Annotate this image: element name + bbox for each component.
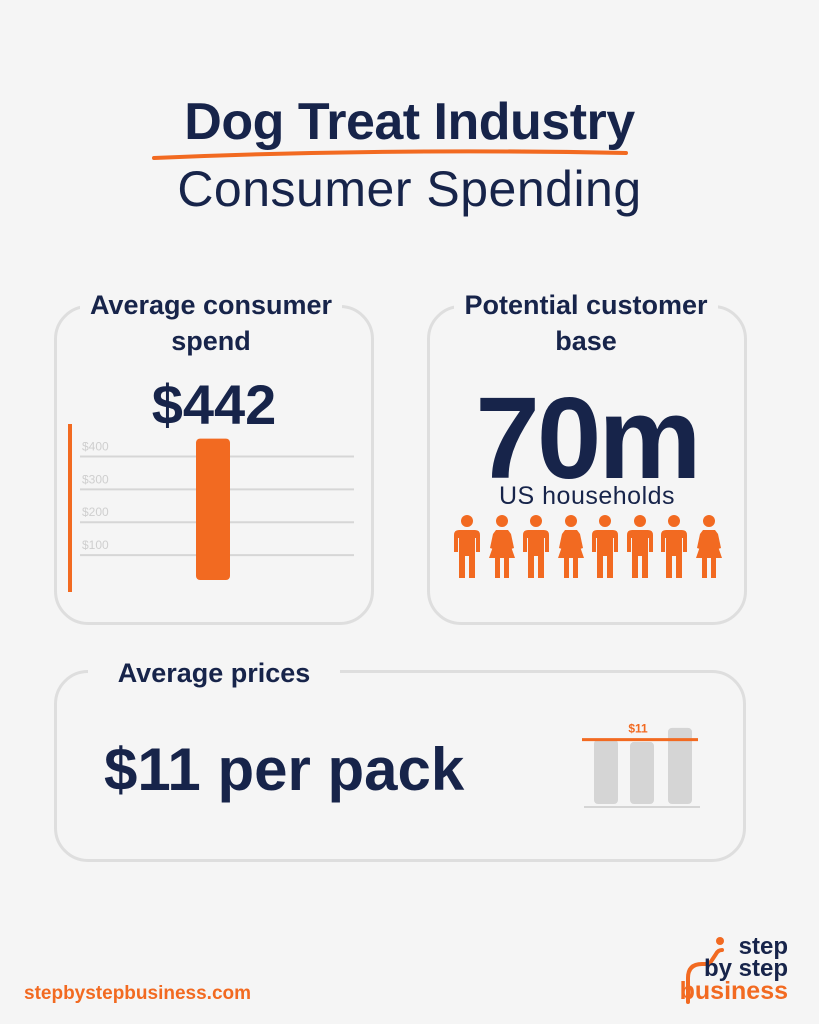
man-icon	[454, 515, 480, 578]
y-tick-label: $400	[82, 439, 109, 453]
average-price-chart: $11	[582, 722, 700, 808]
consumer-spend-value: $442	[151, 373, 277, 436]
footer-url[interactable]: stepbystepbusiness.com	[24, 983, 252, 1004]
title-underline	[152, 149, 628, 160]
woman-icon	[695, 515, 722, 578]
logo-text-by-step: by step	[703, 955, 788, 982]
bar	[594, 739, 618, 804]
man-icon	[626, 515, 653, 578]
customer-base-sublabel: US households	[498, 482, 676, 510]
y-tick-label: $300	[82, 472, 109, 486]
people-icons-row	[452, 514, 724, 580]
consumer-spend-chart: $100 $200 $300 $400	[68, 424, 354, 592]
y-tick-label: $200	[82, 505, 109, 519]
average-prices-card	[54, 670, 746, 862]
average-prices-label: Average prices	[88, 655, 340, 691]
bar	[630, 741, 654, 804]
man-icon	[661, 515, 688, 578]
y-tick-label: $100	[82, 538, 109, 552]
bar	[196, 438, 230, 580]
woman-icon	[557, 515, 584, 578]
page-subtitle: Consumer Spending	[177, 161, 642, 217]
logo-icon	[686, 937, 724, 1004]
page-title: Dog Treat Industry	[184, 93, 635, 151]
woman-icon	[488, 515, 515, 578]
customer-base-value: 70m	[475, 373, 701, 503]
reference-line-label: $11	[628, 722, 648, 736]
logo-text-business: business	[679, 977, 788, 1005]
consumer-spend-label: Average consumer spend	[80, 287, 342, 359]
average-price-value: $11 per pack	[104, 736, 465, 803]
bar	[668, 727, 692, 804]
man-icon	[592, 515, 619, 578]
logo-text-step: step	[738, 933, 788, 960]
man-icon	[523, 515, 550, 578]
customer-base-label: Potential customer base	[454, 287, 718, 359]
